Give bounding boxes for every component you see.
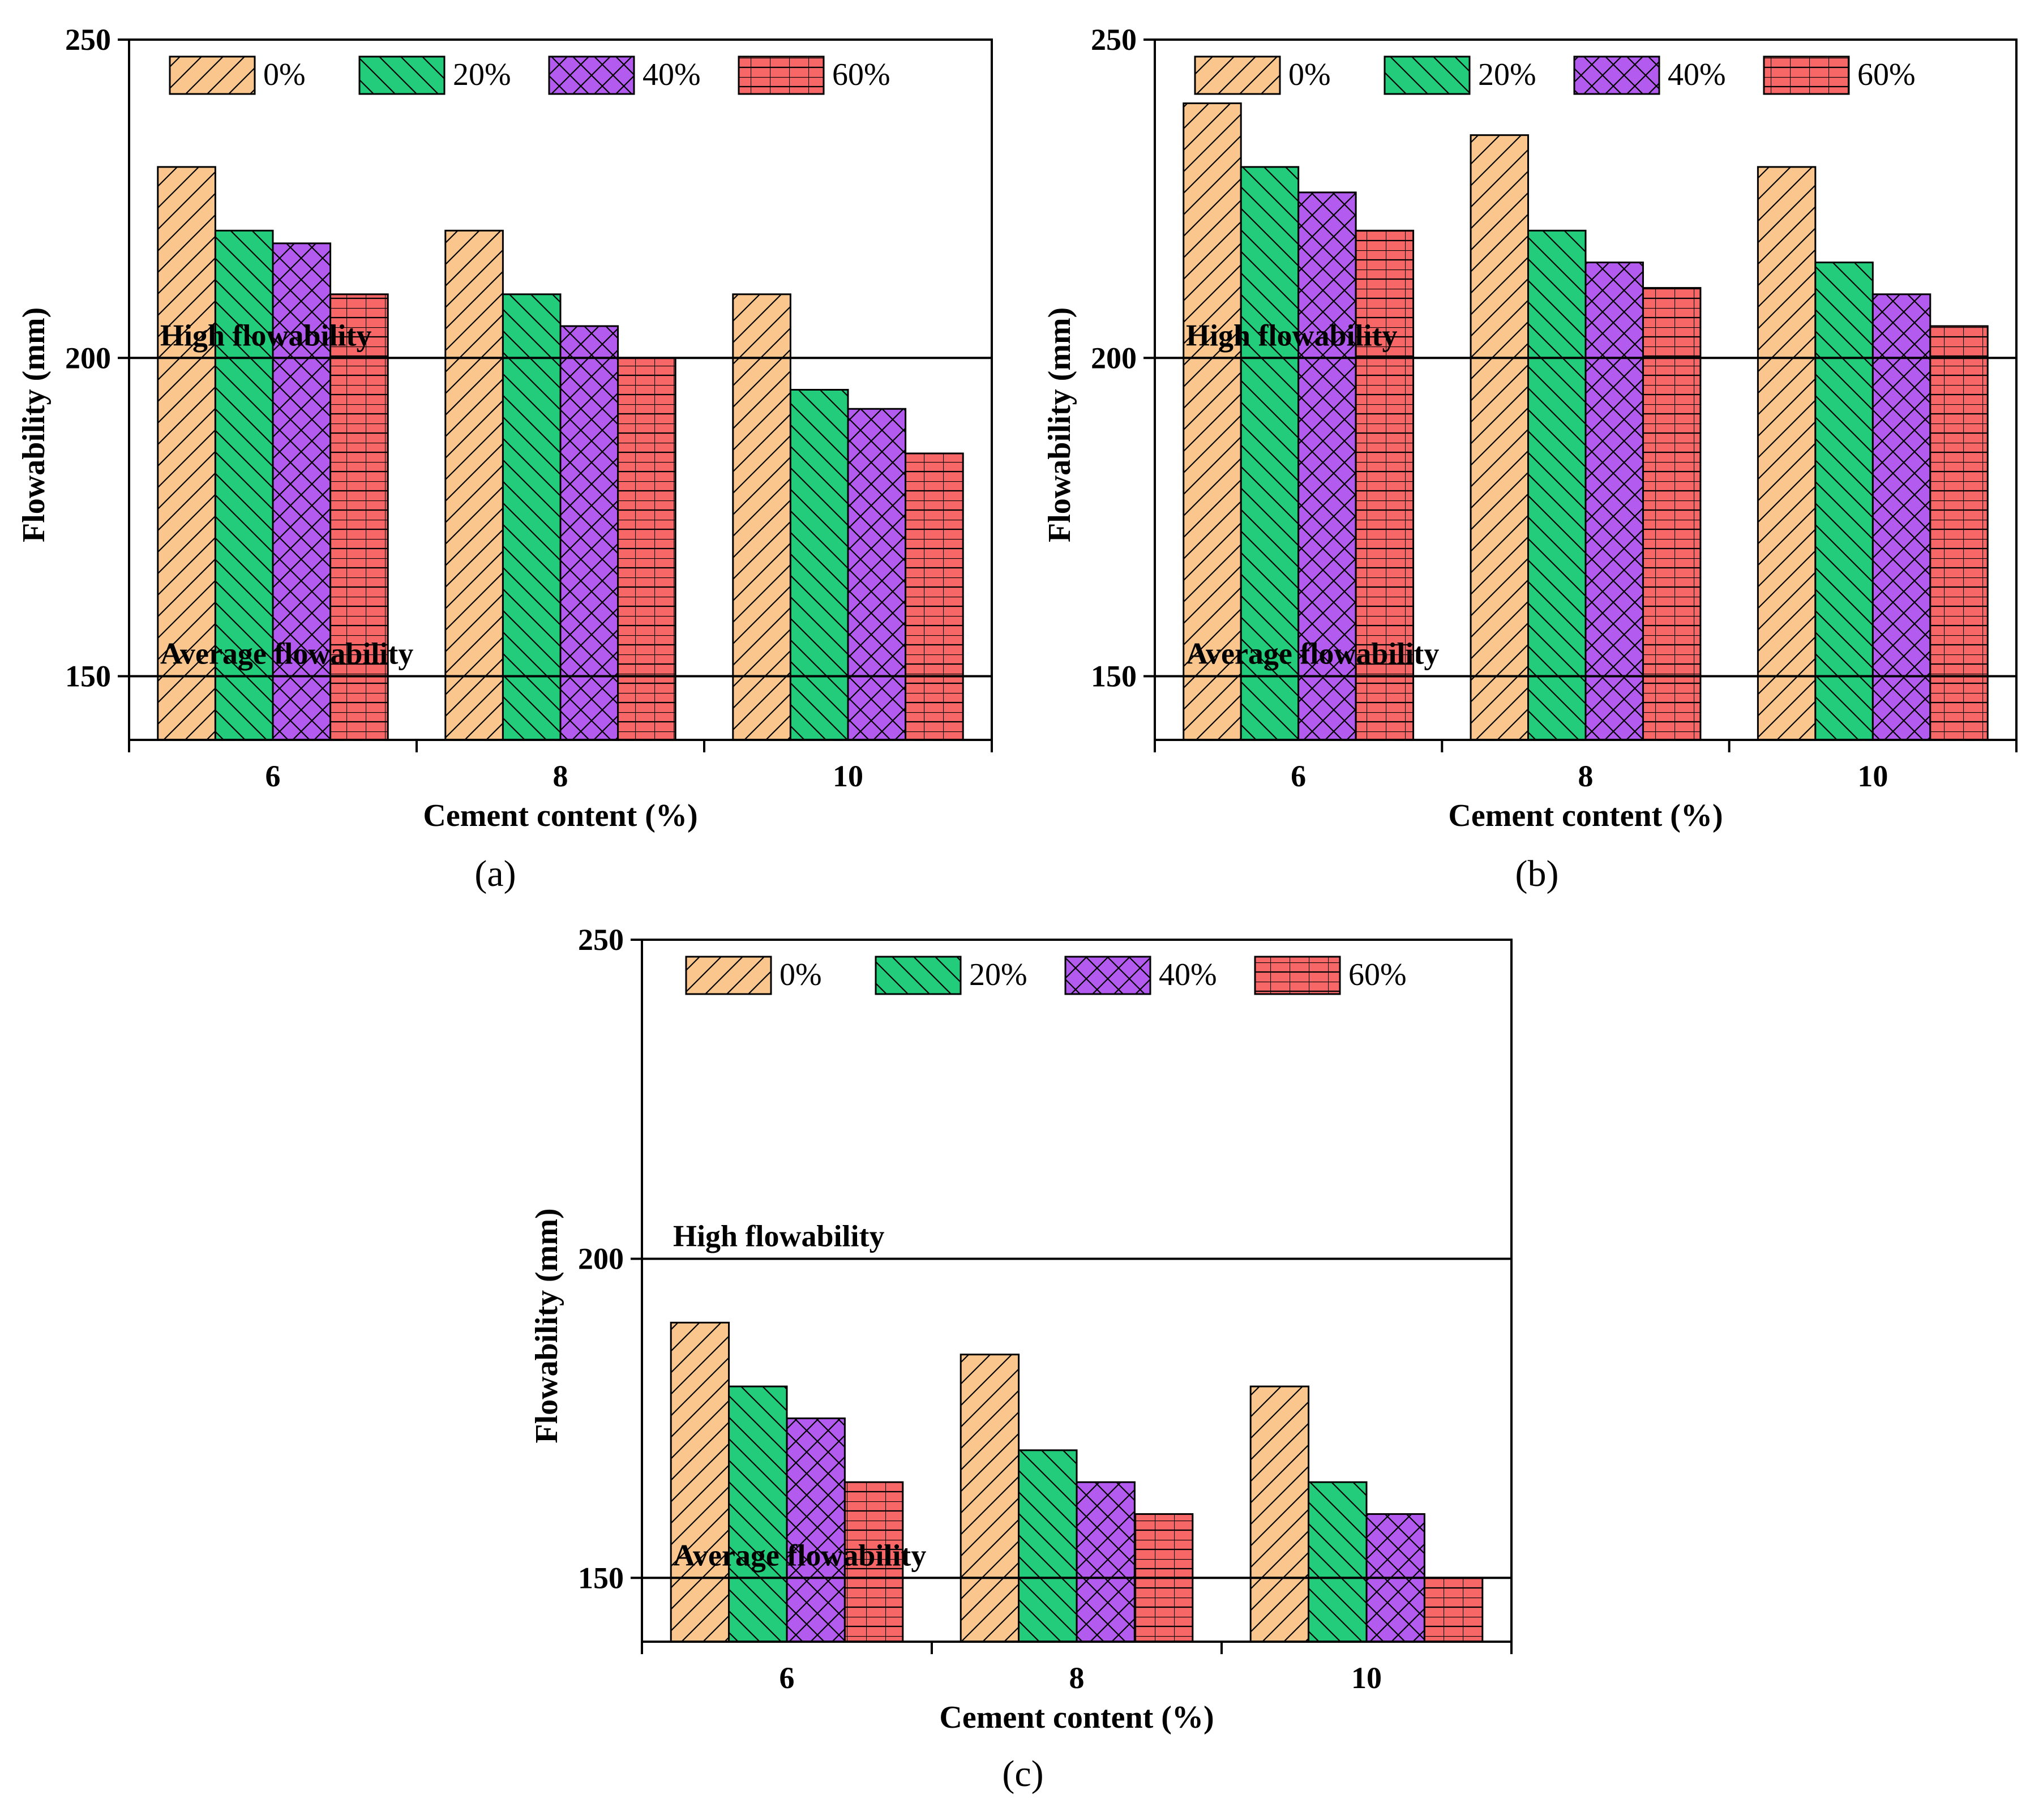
panel-a: High flowability Average flowability 150 20… <box>16 23 993 894</box>
legend-swatch-20pct <box>875 956 962 995</box>
legend-swatch-0pct <box>169 55 256 95</box>
x-tick-label: 8 <box>1578 759 1594 793</box>
bar-20pct-cement-10 <box>1308 1481 1368 1643</box>
bar-40pct-cement-6 <box>786 1417 846 1643</box>
legend-label-40pct: 40% <box>643 57 701 92</box>
x-axis-title: Cement content (%) <box>1448 798 1723 833</box>
bar-20pct-cement-10 <box>1814 262 1874 741</box>
y-axis-title: Flowability (mm) <box>529 1208 564 1443</box>
bar-40pct-cement-8 <box>1584 262 1644 741</box>
bar-20pct-cement-8 <box>502 293 562 741</box>
y-tick-label: 150 <box>65 660 111 693</box>
bar-20pct-cement-10 <box>789 389 849 741</box>
legend-label-20pct: 20% <box>1478 57 1536 92</box>
legend-swatch-40pct <box>1573 55 1660 95</box>
bar-40pct-cement-8 <box>1076 1481 1136 1643</box>
legend-label-20pct: 20% <box>969 957 1027 992</box>
legend-label-60pct: 60% <box>832 57 890 92</box>
y-tick-label: 250 <box>65 23 111 57</box>
reference-label-average-flowability: Average flowability <box>1186 637 1439 671</box>
y-tick-label: 150 <box>578 1561 624 1595</box>
legend-label-0pct: 0% <box>1288 57 1331 92</box>
panel-c: High flowability Average flowability 150 20… <box>529 923 1513 1795</box>
bar-60pct-cement-6 <box>329 293 389 741</box>
bar-0pct-cement-8 <box>960 1354 1020 1643</box>
x-axis-title: Cement content (%) <box>423 798 697 833</box>
legend-swatch-0pct <box>1194 55 1281 95</box>
x-tick-label: 6 <box>265 759 281 793</box>
legend-label-40pct: 40% <box>1668 57 1726 92</box>
legend-label-60pct: 60% <box>1857 57 1916 92</box>
reference-label-average-flowability: Average flowability <box>160 637 413 671</box>
bar-20pct-cement-6 <box>728 1385 788 1643</box>
x-tick-label: 6 <box>1291 759 1306 793</box>
reference-label-average-flowability: Average flowability <box>673 1538 926 1572</box>
legend-swatch-60pct <box>738 55 825 95</box>
panel-label: (b) <box>1515 853 1559 894</box>
bar-0pct-cement-8 <box>444 229 504 741</box>
panel-label: (c) <box>1002 1753 1043 1795</box>
x-tick-label: 10 <box>1857 759 1888 793</box>
bar-20pct-cement-6 <box>1240 166 1300 741</box>
bar-40pct-cement-6 <box>272 242 332 741</box>
bar-60pct-cement-6 <box>1355 229 1415 741</box>
x-tick-label: 8 <box>553 759 568 793</box>
x-axis-title: Cement content (%) <box>939 1700 1214 1735</box>
plot-frame <box>641 939 1513 1643</box>
panel-label: (a) <box>474 853 516 894</box>
y-axis-title: Flowability (mm) <box>1042 307 1077 542</box>
bar-0pct-cement-10 <box>1757 166 1817 741</box>
bar-0pct-cement-8 <box>1470 134 1530 741</box>
bar-0pct-cement-6 <box>157 166 216 741</box>
bar-40pct-cement-8 <box>559 325 619 741</box>
bar-40pct-cement-6 <box>1297 191 1357 741</box>
x-tick-label: 6 <box>779 1661 795 1695</box>
bar-60pct-cement-8 <box>1642 287 1702 741</box>
x-tick-label: 10 <box>1351 1661 1382 1695</box>
bar-60pct-cement-6 <box>843 1481 904 1643</box>
bar-20pct-cement-6 <box>214 229 274 741</box>
bar-40pct-cement-10 <box>1871 293 1931 741</box>
y-tick-label: 200 <box>65 341 111 375</box>
y-tick-label: 150 <box>1091 660 1137 693</box>
legend-swatch-40pct <box>548 55 635 95</box>
plot-frame <box>1154 38 2018 741</box>
reference-label-high-flowability: High flowability <box>160 318 372 352</box>
bar-20pct-cement-8 <box>1527 229 1587 741</box>
legend-swatch-20pct <box>1384 55 1471 95</box>
bar-60pct-cement-10 <box>1929 325 1989 741</box>
y-tick-label: 200 <box>1091 341 1137 375</box>
bar-60pct-cement-8 <box>617 357 676 741</box>
x-tick-label: 10 <box>833 759 863 793</box>
reference-label-high-flowability: High flowability <box>673 1219 885 1253</box>
legend-label-40pct: 40% <box>1159 957 1217 992</box>
legend-label-20pct: 20% <box>453 57 511 92</box>
bar-0pct-cement-10 <box>732 293 791 741</box>
bar-60pct-cement-10 <box>905 452 964 741</box>
bar-60pct-cement-10 <box>1423 1577 1484 1643</box>
bar-0pct-cement-10 <box>1249 1385 1310 1643</box>
y-tick-label: 200 <box>578 1242 624 1276</box>
legend-swatch-40pct <box>1064 956 1151 995</box>
legend-label-0pct: 0% <box>779 957 822 992</box>
x-tick-label: 8 <box>1069 1661 1085 1695</box>
legend-swatch-20pct <box>358 55 446 95</box>
panel-b: High flowability Average flowability 150 20… <box>1042 23 2018 894</box>
bar-0pct-cement-6 <box>670 1321 730 1643</box>
plot-frame <box>128 38 993 741</box>
y-axis-title: Flowability (mm) <box>16 307 52 542</box>
bar-40pct-cement-10 <box>847 408 907 741</box>
legend-swatch-0pct <box>685 956 772 995</box>
bar-0pct-cement-6 <box>1183 102 1242 741</box>
legend-swatch-60pct <box>1254 956 1341 995</box>
y-tick-label: 250 <box>578 923 624 957</box>
bar-20pct-cement-8 <box>1018 1449 1078 1643</box>
reference-label-high-flowability: High flowability <box>1186 318 1398 352</box>
y-tick-label: 250 <box>1091 23 1137 57</box>
legend-label-0pct: 0% <box>263 57 306 92</box>
legend-swatch-60pct <box>1763 55 1850 95</box>
legend-label-60pct: 60% <box>1348 957 1407 992</box>
